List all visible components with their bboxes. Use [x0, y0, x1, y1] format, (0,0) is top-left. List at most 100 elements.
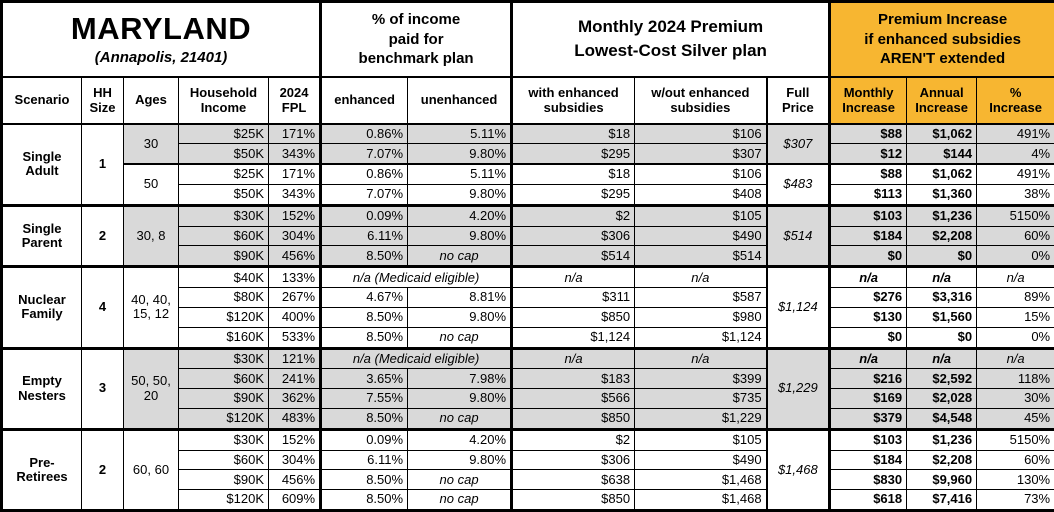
income-cell: $40K — [178, 265, 269, 289]
without-subsidies-cell: $490 — [634, 449, 768, 471]
without-subsidies-cell: $106 — [634, 163, 768, 185]
income-cell: $120K — [178, 488, 269, 512]
monthly-increase-cell: $0 — [828, 326, 908, 349]
benchmark-section-header: % of income paid for benchmark plan — [319, 1, 513, 78]
income-cell: $60K — [178, 449, 269, 471]
unenhanced-cell: no cap — [407, 326, 513, 349]
ages-cell: 50 — [123, 163, 179, 206]
hh-size-cell: 2 — [81, 203, 124, 268]
annual-increase-cell: $7,416 — [906, 488, 978, 512]
pct-increase-cell: 4% — [976, 143, 1054, 165]
fpl-cell: 121% — [267, 346, 322, 370]
ages-cell: 50, 50, 20 — [123, 346, 179, 430]
monthly-increase-cell: $130 — [828, 306, 908, 328]
with-subsidies-cell: $306 — [510, 225, 636, 247]
unenhanced-cell: no cap — [407, 245, 513, 268]
medicaid-cell: n/a (Medicaid eligible) — [319, 265, 513, 289]
monthly-increase-cell: $0 — [828, 245, 908, 268]
hh-size-cell: 1 — [81, 123, 124, 206]
annual-increase-cell: $1,560 — [906, 306, 978, 328]
pct-increase-cell: 0% — [976, 326, 1054, 349]
annual-increase-cell: $4,548 — [906, 407, 978, 430]
full-price-cell: $1,124 — [765, 265, 831, 349]
enhanced-cell: 8.50% — [319, 306, 409, 328]
with-subsidies-cell: n/a — [510, 346, 636, 370]
full-price-cell: $483 — [765, 163, 831, 206]
with-subsidies-cell: $850 — [510, 306, 636, 328]
enhanced-cell: 8.50% — [319, 326, 409, 349]
income-cell: $90K — [178, 245, 269, 268]
table-row: Pre- Retirees 2 60, 60 $30K 152% 0.09% 4.20% $2… — [1, 427, 1054, 512]
with-subsidies-cell: $311 — [510, 287, 636, 308]
table-row: $160K 533% 8.50% no cap $1,124 $1,124 $0 $0 0% — [2, 326, 1054, 349]
with-subsidies-cell: $850 — [510, 488, 636, 512]
monthly-increase-cell: $276 — [828, 287, 908, 308]
section-header-row: MARYLAND (Annapolis, 21401) % of income … — [0, 1, 1054, 78]
state-location: (Annapolis, 21401) — [94, 49, 228, 67]
fpl-cell: 241% — [267, 368, 322, 390]
fpl-cell: 483% — [267, 407, 322, 430]
annual-increase-cell: $1,062 — [906, 163, 978, 185]
monthly-increase-cell: $169 — [828, 388, 908, 409]
column-header-row: Scenario HH Size Ages Household Income 2… — [1, 76, 1054, 125]
annual-increase-cell: $2,208 — [906, 449, 978, 471]
without-subsidies-cell: n/a — [634, 265, 768, 289]
medicaid-cell: n/a (Medicaid eligible) — [319, 346, 513, 370]
table-row: Single Adult 1 30 $25K 171% 0.86% 5.11% $18 $106… — [1, 122, 1054, 206]
income-cell: $120K — [178, 407, 269, 430]
with-subsidies-cell: $1,124 — [510, 326, 636, 349]
pct-increase-cell: 491% — [976, 122, 1054, 145]
fpl-cell: 609% — [267, 488, 322, 512]
table-row: $120K 609% 8.50% no cap $850 $1,468 $618 $7,416… — [2, 488, 1054, 512]
enhanced-cell: 7.07% — [319, 183, 409, 206]
table-row: $60K 304% 6.11% 9.80% $306 $490 $184 $2,208 60% — [2, 449, 1054, 471]
without-subsidies-cell: $514 — [634, 245, 768, 268]
ages-cell: 30, 8 — [123, 203, 179, 268]
fpl-cell: 267% — [267, 287, 322, 308]
enhanced-cell: 8.50% — [319, 245, 409, 268]
without-subsidies-cell: $980 — [634, 306, 768, 328]
without-subsidies-cell: $490 — [634, 225, 768, 247]
monthly-increase-cell: $88 — [828, 122, 908, 145]
unenhanced-cell: 5.11% — [407, 163, 513, 185]
monthly-increase-cell: $184 — [828, 449, 908, 471]
pct-increase-cell: 30% — [976, 388, 1054, 409]
enhanced-cell: 0.09% — [319, 427, 409, 451]
col-header-monthly-increase: Monthly Increase — [828, 76, 908, 125]
fpl-cell: 152% — [267, 427, 322, 451]
pct-increase-cell: 60% — [976, 449, 1054, 471]
fpl-cell: 171% — [267, 163, 322, 185]
annual-increase-cell: n/a — [906, 346, 978, 370]
col-header-full-price: Full Price — [765, 76, 831, 125]
annual-increase-cell: $0 — [906, 326, 978, 349]
annual-increase-cell: $144 — [906, 143, 978, 165]
enhanced-cell: 0.09% — [319, 203, 409, 227]
with-subsidies-cell: $295 — [510, 143, 636, 165]
monthly-increase-cell: $618 — [828, 488, 908, 512]
pct-increase-cell: 5150% — [976, 203, 1054, 227]
income-cell: $60K — [178, 225, 269, 247]
annual-increase-cell: $2,592 — [906, 368, 978, 390]
income-cell: $160K — [178, 326, 269, 349]
unenhanced-cell: 9.80% — [407, 143, 513, 165]
with-subsidies-cell: $18 — [510, 163, 636, 185]
without-subsidies-cell: $307 — [634, 143, 768, 165]
table-row: 50 $25K 171% 0.86% 5.11% $18 $106 $483 $88 $1,062… — [2, 163, 1054, 206]
table-row: Single Parent 2 30, 8 $30K 152% 0.09% 4.20% $2 $… — [1, 203, 1054, 268]
enhanced-cell: 7.55% — [319, 388, 409, 409]
income-cell: $90K — [178, 469, 269, 490]
income-cell: $50K — [178, 183, 269, 206]
pct-increase-cell: 89% — [976, 287, 1054, 308]
col-header-annual-increase: Annual Increase — [906, 76, 978, 125]
ages-cell: 40, 40, 15, 12 — [123, 265, 179, 349]
pct-increase-cell: 15% — [976, 306, 1054, 328]
col-header-ages: Ages — [123, 76, 179, 125]
col-header-fpl: 2024 FPL — [267, 76, 322, 125]
with-subsidies-cell: $514 — [510, 245, 636, 268]
full-price-cell: $1,229 — [765, 346, 831, 430]
annual-increase-cell: $1,236 — [906, 203, 978, 227]
fpl-cell: 456% — [267, 245, 322, 268]
scenario-cell: Nuclear Family — [1, 265, 82, 349]
col-header-pct-increase: % Increase — [976, 76, 1054, 125]
monthly-increase-cell: $184 — [828, 225, 908, 247]
